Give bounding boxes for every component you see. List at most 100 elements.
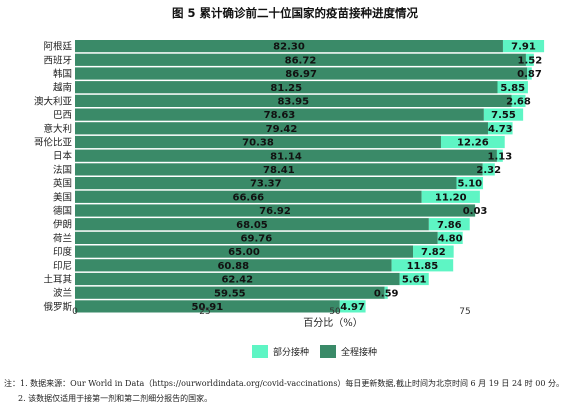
bars: 82.30 7.91 86.72 1.52 86.97 0.87 81.25 5.85 83.9…	[75, 40, 545, 313]
partial-value-label: 7.86	[437, 220, 462, 231]
full-value-label: 82.30	[273, 42, 305, 53]
bar-partial-vaccinated	[399, 272, 429, 286]
category-label: 法国	[53, 164, 72, 176]
partial-value-label: 7.82	[421, 247, 446, 258]
bar-full-vaccinated	[75, 190, 422, 203]
bar-partial-vaccinated	[527, 67, 532, 80]
bar-full-vaccinated	[75, 94, 512, 107]
footnote-2: 2. 该数据仅适用于接第一剂和第二剂细分报告的国家。	[18, 394, 213, 403]
category-label: 西班牙	[43, 54, 72, 66]
category-label: 德国	[53, 205, 72, 217]
bar-full-vaccinated	[75, 122, 488, 135]
category-label: 英国	[53, 178, 72, 190]
bar-full-vaccinated	[75, 108, 484, 121]
category-label: 日本	[53, 150, 73, 162]
category-label: 巴西	[53, 110, 72, 121]
partial-value-label: 5.61	[402, 275, 427, 286]
category-label: 印度	[53, 246, 73, 258]
partial-value-label: 12.26	[457, 138, 489, 149]
bar-full-vaccinated	[75, 286, 385, 299]
full-value-label: 81.14	[270, 151, 302, 162]
category-label: 越南	[53, 82, 72, 94]
chart-title: 图 5 累计确诊前二十位国家的疫苗接种进度情况	[172, 6, 419, 20]
partial-value-label: 7.91	[511, 42, 536, 53]
bar-partial-vaccinated	[483, 108, 524, 121]
bar-partial-vaccinated	[391, 259, 454, 272]
bar-full-vaccinated	[75, 218, 429, 231]
full-value-label: 76.92	[259, 206, 291, 217]
bar-full-vaccinated	[75, 300, 340, 313]
full-value-label: 86.72	[285, 55, 317, 66]
x-tick-label: 50	[329, 307, 341, 317]
partial-value-label: 2.68	[506, 97, 531, 108]
partial-value-label: 4.97	[340, 302, 365, 313]
full-value-label: 66.66	[232, 192, 264, 203]
bar-full-vaccinated	[75, 272, 400, 286]
bar-full-vaccinated	[75, 40, 503, 53]
bar-full-vaccinated	[75, 163, 483, 176]
footnote-1: 注：1. 数据来源：Our World in Data（https://ourw…	[4, 379, 564, 388]
bar-partial-vaccinated	[456, 177, 484, 190]
partial-value-label: 7.55	[491, 110, 516, 121]
bar-full-vaccinated	[75, 53, 526, 66]
full-value-label: 62.42	[221, 275, 253, 286]
full-value-label: 65.00	[228, 247, 260, 258]
bar-partial-vaccinated	[496, 149, 503, 162]
bar-partial-vaccinated	[497, 81, 528, 94]
full-value-label: 70.38	[242, 138, 274, 149]
partial-value-label: 0.59	[374, 288, 399, 299]
bar-full-vaccinated	[75, 245, 413, 258]
partial-value-label: 0.87	[517, 69, 542, 80]
legend-swatch	[252, 345, 268, 358]
full-value-label: 78.63	[264, 110, 296, 121]
bar-full-vaccinated	[75, 231, 438, 244]
category-label: 韩国	[53, 68, 72, 80]
bar-partial-vaccinated	[339, 300, 366, 313]
category-label: 哥伦比亚	[34, 137, 73, 149]
bar-partial-vaccinated	[482, 163, 495, 176]
full-value-label: 69.76	[241, 234, 273, 245]
bar-partial-vaccinated	[511, 94, 526, 107]
x-axis-ticks: 0 25 50 75	[72, 307, 471, 317]
x-tick-label: 25	[199, 307, 210, 317]
bar-partial-vaccinated	[437, 231, 463, 244]
full-value-label: 86.97	[285, 69, 317, 80]
category-label: 波兰	[53, 287, 72, 299]
partial-value-label: 0.03	[463, 206, 488, 217]
bar-partial-vaccinated	[428, 218, 470, 231]
bar-full-vaccinated	[75, 149, 497, 162]
full-value-label: 79.42	[266, 124, 298, 135]
x-tick-label: 0	[72, 307, 78, 317]
full-value-label: 50.91	[192, 302, 224, 313]
partial-value-label: 5.10	[457, 179, 482, 190]
bar-partial-vaccinated	[502, 40, 545, 53]
bar-full-vaccinated	[75, 81, 498, 94]
bar-full-vaccinated	[75, 259, 392, 272]
category-label: 荷兰	[53, 232, 72, 244]
partial-value-label: 1.52	[518, 55, 543, 66]
bar-partial-vaccinated	[440, 135, 505, 149]
full-value-label: 59.55	[214, 288, 246, 299]
partial-value-label: 4.80	[438, 234, 463, 245]
bar-full-vaccinated	[75, 204, 475, 217]
legend: 部分接种 全程接种	[252, 345, 377, 358]
category-label: 印尼	[53, 260, 72, 272]
bar-full-vaccinated	[75, 135, 441, 149]
bar-partial-vaccinated	[487, 122, 513, 135]
category-label: 美国	[53, 191, 72, 203]
full-value-label: 83.95	[277, 97, 309, 108]
category-label: 伊朗	[53, 219, 72, 231]
x-axis-title: 百分比（%）	[303, 317, 363, 329]
partial-value-label: 11.85	[407, 261, 439, 272]
bar-partial-vaccinated	[384, 286, 388, 299]
category-label: 意大利	[43, 123, 72, 135]
full-value-label: 73.37	[250, 179, 282, 190]
full-value-label: 78.41	[263, 165, 295, 176]
partial-value-label: 2.32	[476, 165, 501, 176]
category-label: 土耳其	[43, 274, 72, 286]
bar-partial-vaccinated	[525, 53, 534, 66]
bar-partial-vaccinated	[413, 245, 454, 258]
partial-value-label: 11.20	[435, 192, 467, 203]
category-label: 澳大利亚	[34, 95, 73, 107]
